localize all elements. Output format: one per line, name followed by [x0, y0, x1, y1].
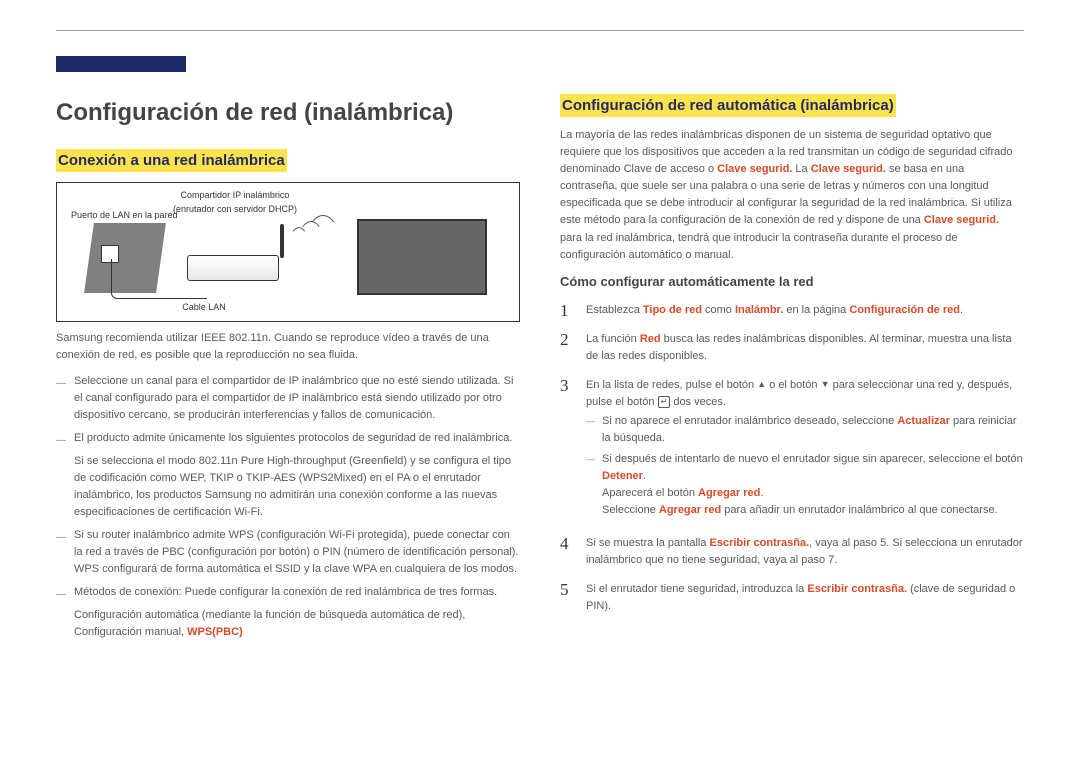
enter-button-icon: ↵ [658, 396, 671, 408]
tv-icon [357, 219, 487, 295]
text-span: En la lista de redes, pulse el botón [586, 379, 757, 391]
left-column: Configuración de red (inalámbrica) Conex… [56, 94, 520, 647]
diagram-cable-label: Cable LAN [169, 301, 239, 315]
text-emphasis: Agregar red [698, 487, 760, 499]
text-span: para la red inalámbrica, tendrá que intr… [560, 232, 957, 261]
text-span: o el botón [766, 379, 820, 391]
text-span: en la página [783, 304, 849, 316]
text-span: Si no aparece el enrutador inalámbrico d… [602, 415, 897, 427]
router-icon [187, 255, 279, 281]
text-emphasis: Detener [602, 470, 643, 482]
text-emphasis: Actualizar [897, 415, 950, 427]
text-emphasis: Clave segurid. [811, 163, 886, 175]
text-emphasis: Agregar red [659, 504, 721, 516]
paragraph: La mayoría de las redes inalámbricas dis… [560, 127, 1024, 263]
text-span: como [702, 304, 735, 316]
text-span: dos veces. [670, 396, 726, 408]
text-span: La función [586, 333, 640, 345]
section-heading-auto: Configuración de red automática (inalámb… [560, 94, 896, 117]
dash-icon [56, 527, 74, 578]
text-emphasis: Clave segurid. [717, 163, 792, 175]
text-span: Si se muestra la pantalla [586, 537, 710, 549]
dash-icon [56, 430, 74, 447]
note-text: Métodos de conexión: Puede configurar la… [74, 584, 497, 601]
wifi-wave-icon [305, 215, 341, 279]
text-span: Si después de intentarlo de nuevo el enr… [602, 453, 1023, 465]
sub-note-text: Si no aparece el enrutador inalámbrico d… [602, 413, 1024, 447]
diagram-router-sublabel-text: (enrutador con servidor DHCP) [173, 204, 297, 214]
text-span: . [760, 487, 763, 499]
note-item: Seleccione un canal para el compartidor … [56, 373, 520, 424]
text-span: Configuración automática (mediante la fu… [74, 609, 465, 638]
dash-icon [56, 584, 74, 601]
page-title: Configuración de red (inalámbrica) [56, 94, 520, 131]
diagram-wall-label: Puerto de LAN en la pared [71, 209, 181, 223]
text-emphasis: WPS(PBC) [187, 626, 243, 638]
step-body: Si se muestra la pantalla Escribir contr… [586, 535, 1024, 569]
note-item: El producto admite únicamente los siguie… [56, 430, 520, 447]
step-number: 4 [560, 535, 586, 569]
text-emphasis: Configuración de red [849, 304, 960, 316]
wireless-diagram: Compartidor IP inalámbrico (enrutador co… [56, 182, 520, 322]
dash-icon [586, 413, 602, 447]
note-item: Métodos de conexión: Puede configurar la… [56, 584, 520, 601]
text-span: Aparecerá el botón [602, 487, 698, 499]
subsection-heading: Cómo configurar automáticamente la red [560, 272, 1024, 292]
paragraph: Samsung recomienda utilizar IEEE 802.11n… [56, 330, 520, 364]
diagram-router-label: Compartidor IP inalámbrico (enrutador co… [165, 189, 305, 217]
sub-note: Si después de intentarlo de nuevo el enr… [586, 451, 1024, 519]
content-columns: Configuración de red (inalámbrica) Conex… [56, 94, 1024, 647]
section-heading-connect: Conexión a una red inalámbrica [56, 149, 287, 172]
note-text: El producto admite únicamente los siguie… [74, 430, 512, 447]
step-item: 3 En la lista de redes, pulse el botón ▲… [560, 377, 1024, 523]
step-body: Si el enrutador tiene seguridad, introdu… [586, 581, 1024, 615]
text-span: . [643, 470, 646, 482]
note-text: Seleccione un canal para el compartidor … [74, 373, 520, 424]
dash-icon [586, 451, 602, 519]
dash-icon [56, 373, 74, 424]
note-text: Si su router inalámbrico admite WPS (con… [74, 527, 520, 578]
diagram-router-label-text: Compartidor IP inalámbrico [181, 190, 290, 200]
text-emphasis: Inalámbr. [735, 304, 783, 316]
sub-note: Si no aparece el enrutador inalámbrico d… [586, 413, 1024, 447]
step-item: 5 Si el enrutador tiene seguridad, intro… [560, 581, 1024, 615]
step-number: 3 [560, 377, 586, 523]
text-span: Seleccione [602, 504, 659, 516]
text-emphasis: Clave segurid. [924, 214, 999, 226]
step-body: Establezca Tipo de red como Inalámbr. en… [586, 302, 1024, 319]
right-column: Configuración de red automática (inalámb… [560, 94, 1024, 647]
note-sub-text: Configuración automática (mediante la fu… [74, 607, 520, 641]
step-number: 5 [560, 581, 586, 615]
text-span: . [960, 304, 963, 316]
step-item: 1 Establezca Tipo de red como Inalámbr. … [560, 302, 1024, 319]
text-emphasis: Escribir contrasña. [807, 583, 907, 595]
note-sub-text: Si se selecciona el modo 802.11n Pure Hi… [74, 453, 520, 521]
step-item: 2 La función Red busca las redes inalámb… [560, 331, 1024, 365]
up-arrow-icon: ▲ [757, 378, 766, 392]
text-emphasis: Red [640, 333, 661, 345]
step-number: 2 [560, 331, 586, 365]
step-body: En la lista de redes, pulse el botón ▲ o… [586, 377, 1024, 523]
header-rule [56, 30, 1024, 31]
down-arrow-icon: ▼ [821, 378, 830, 392]
text-span: La [792, 163, 810, 175]
text-span: para añadir un enrutador inalámbrico al … [721, 504, 997, 516]
header-brand-bar [56, 56, 186, 72]
step-item: 4 Si se muestra la pantalla Escribir con… [560, 535, 1024, 569]
text-emphasis: Tipo de red [643, 304, 702, 316]
sub-note-text: Si después de intentarlo de nuevo el enr… [602, 451, 1024, 519]
step-body: La función Red busca las redes inalámbri… [586, 331, 1024, 365]
text-span: Establezca [586, 304, 643, 316]
text-span: Si el enrutador tiene seguridad, introdu… [586, 583, 807, 595]
step-number: 1 [560, 302, 586, 319]
text-emphasis: Escribir contrasña. [710, 537, 810, 549]
note-item: Si su router inalámbrico admite WPS (con… [56, 527, 520, 578]
